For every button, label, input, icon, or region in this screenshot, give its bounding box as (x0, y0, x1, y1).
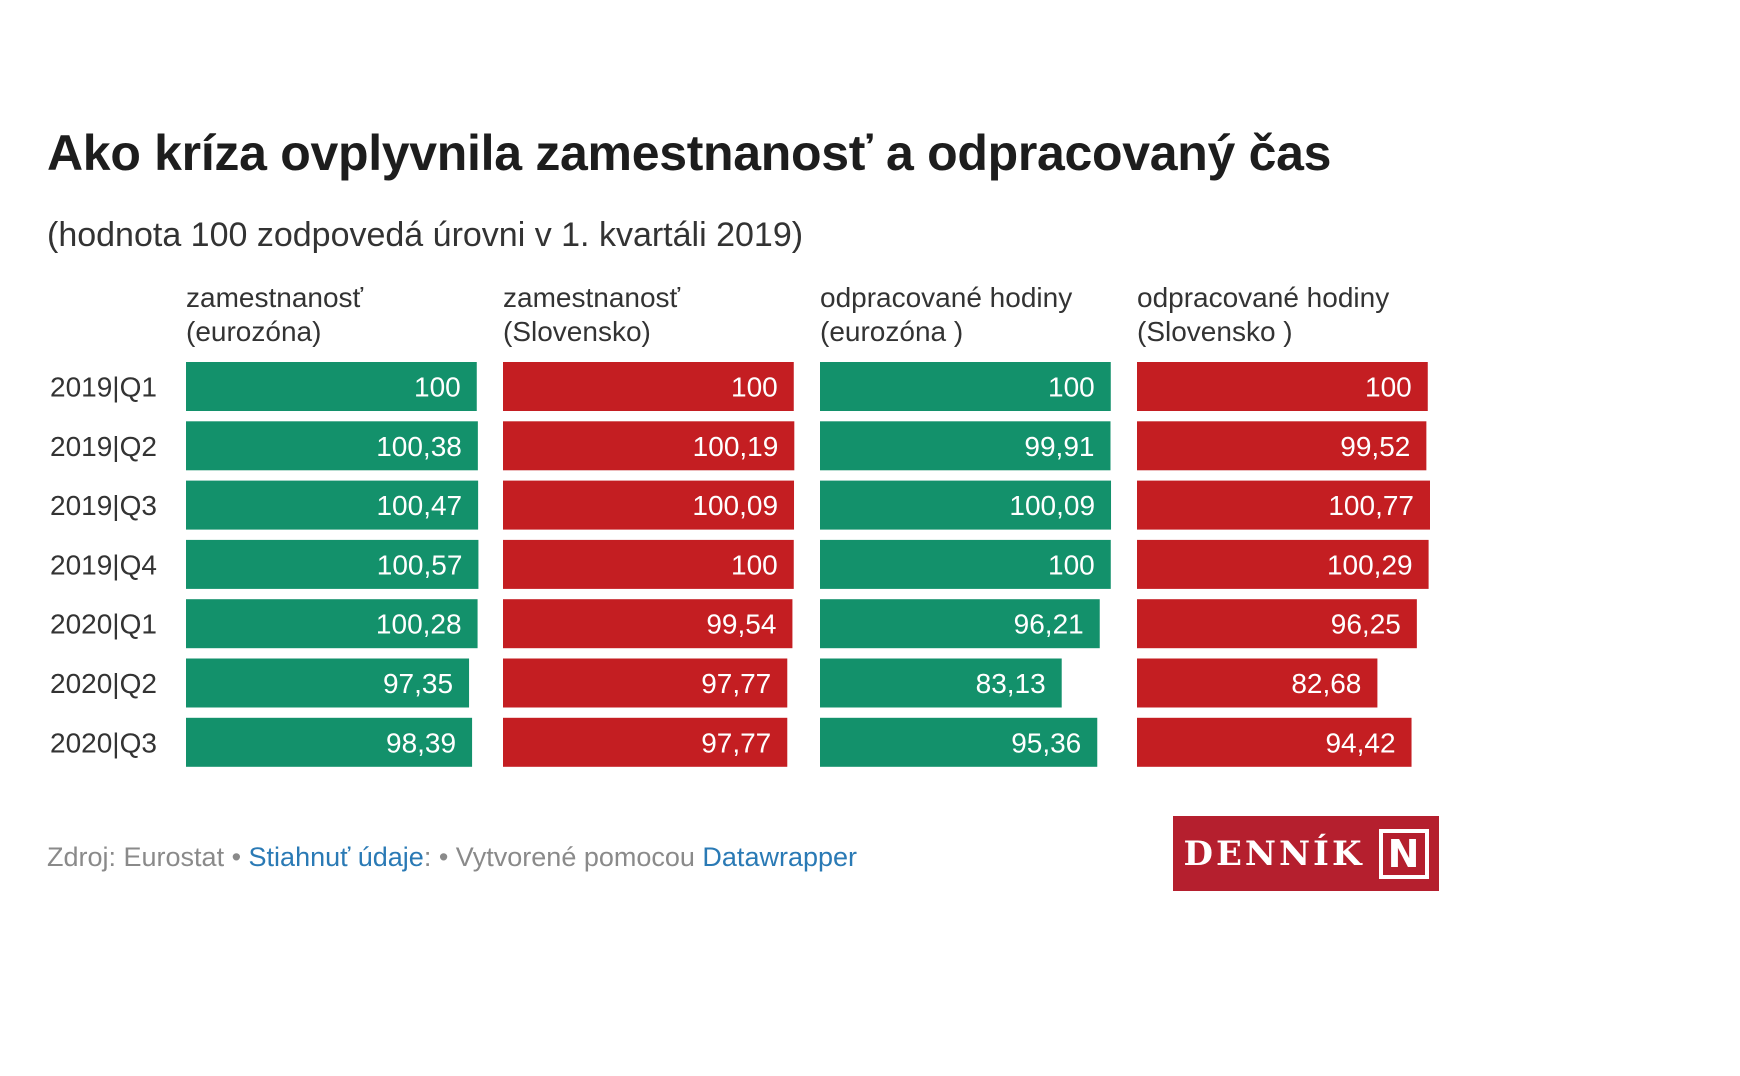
column-header-4-line-2: (Slovensko ) (1137, 316, 1293, 347)
bar (186, 362, 477, 411)
row-label: 2020|Q3 (50, 727, 157, 758)
bar (186, 421, 478, 471)
bar-value-label: 82,68 (1291, 668, 1361, 699)
bar (186, 599, 478, 649)
bar (1137, 658, 1378, 708)
footer-separator: • (224, 842, 249, 872)
bar (186, 539, 479, 589)
bar (820, 421, 1111, 471)
bar-value-label: 97,77 (701, 668, 771, 699)
bar-value-label: 100,28 (376, 609, 462, 640)
bar (1137, 599, 1417, 649)
logo-n-mark: N (1378, 828, 1429, 879)
chart-title: Ako kríza ovplyvnila zamestnanosť a odpr… (47, 125, 1332, 181)
bar (503, 717, 788, 767)
column-header-1-line-2: (eurozóna) (186, 316, 321, 347)
bar (503, 480, 795, 530)
bar (1137, 717, 1412, 767)
datawrapper-link[interactable]: Datawrapper (702, 842, 857, 872)
row-label: 2020|Q2 (50, 668, 157, 699)
bar-value-label: 100,38 (376, 431, 462, 462)
bar-value-label: 100 (731, 372, 778, 403)
bar (1137, 480, 1430, 530)
bar-value-label: 97,77 (701, 727, 771, 758)
bar (503, 539, 794, 589)
bar (1137, 421, 1427, 471)
bar (820, 599, 1100, 649)
bar (1137, 362, 1428, 411)
chart-subtitle: (hodnota 100 zodpovedá úrovni v 1. kvart… (47, 216, 804, 254)
row-label: 2019|Q3 (50, 490, 157, 521)
bar-value-label: 100,77 (1328, 490, 1414, 521)
bar-value-label: 100,29 (1327, 549, 1413, 580)
column-header-2-line-1: zamestnanosť (503, 282, 681, 313)
bar (820, 362, 1111, 411)
column-header-1-line-1: zamestnanosť (186, 282, 364, 313)
bar-value-label: 99,52 (1340, 431, 1410, 462)
column-header-4-line-1: odpracované hodiny (1137, 282, 1389, 313)
row-label: 2020|Q1 (50, 609, 157, 640)
source-text: Zdroj: Eurostat (47, 842, 225, 872)
row-label: 2019|Q2 (50, 431, 157, 462)
bar (820, 658, 1062, 708)
column-header-2-line-2: (Slovensko) (503, 316, 651, 347)
bar (820, 480, 1112, 530)
bar-value-label: 100 (1365, 372, 1412, 403)
bar (503, 421, 795, 471)
bar-value-label: 95,36 (1011, 727, 1081, 758)
bar (186, 480, 479, 530)
bar-value-label: 99,91 (1024, 431, 1094, 462)
download-data-link[interactable]: Stiahnuť údaje (248, 842, 424, 872)
logo-text: DENNÍK (1183, 833, 1365, 874)
column-header-3-line-2: (eurozóna ) (820, 316, 963, 347)
bar-value-label: 100 (1048, 372, 1095, 403)
footer: Zdroj: Eurostat • Stiahnuť údaje: • Vytv… (47, 842, 857, 873)
bar-value-label: 96,25 (1331, 609, 1401, 640)
bar-value-label: 94,42 (1325, 727, 1395, 758)
bar-value-label: 96,21 (1014, 609, 1084, 640)
bar (503, 599, 793, 649)
bar-value-label: 83,13 (976, 668, 1046, 699)
bar (820, 717, 1098, 767)
bar-value-label: 98,39 (386, 727, 456, 758)
bar-value-label: 100,19 (693, 431, 779, 462)
bar-value-label: 100,57 (377, 549, 463, 580)
bar-value-label: 100 (1048, 549, 1095, 580)
bar-value-label: 100,09 (692, 490, 778, 521)
bar-value-label: 97,35 (383, 668, 453, 699)
bar (186, 658, 470, 708)
bar-value-label: 100 (414, 372, 461, 403)
bar (1137, 539, 1429, 589)
bar-value-label: 100 (731, 549, 778, 580)
bar (503, 362, 794, 411)
row-label: 2019|Q4 (50, 549, 157, 580)
column-header-3-line-1: odpracované hodiny (820, 282, 1072, 313)
created-with-text: : • Vytvorené pomocou (423, 842, 703, 872)
bar (820, 539, 1111, 589)
bar (186, 717, 473, 767)
bar (503, 658, 788, 708)
row-label: 2019|Q1 (50, 372, 157, 403)
bar-value-label: 99,54 (706, 609, 776, 640)
dennik-n-logo[interactable]: DENNÍK N (1173, 816, 1439, 891)
bar-value-label: 100,09 (1009, 490, 1095, 521)
bar-value-label: 100,47 (376, 490, 462, 521)
